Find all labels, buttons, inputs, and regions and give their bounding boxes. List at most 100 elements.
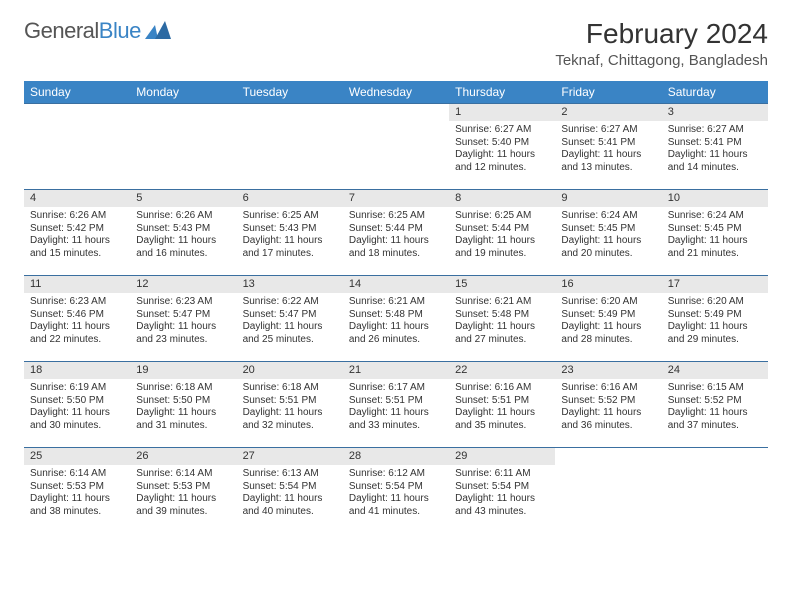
- sunrise-line: Sunrise: 6:25 AM: [455, 210, 549, 223]
- date-number: [237, 104, 343, 121]
- sunset-line: Sunset: 5:45 PM: [668, 223, 762, 236]
- calendar-cell: 22Sunrise: 6:16 AMSunset: 5:51 PMDayligh…: [449, 361, 555, 447]
- cell-body: Sunrise: 6:14 AMSunset: 5:53 PMDaylight:…: [24, 465, 130, 524]
- cell-body: Sunrise: 6:27 AMSunset: 5:41 PMDaylight:…: [555, 121, 661, 180]
- calendar-cell: 21Sunrise: 6:17 AMSunset: 5:51 PMDayligh…: [343, 361, 449, 447]
- date-number: 19: [130, 362, 236, 379]
- cell-body: [130, 121, 236, 130]
- sunrise-line: Sunrise: 6:14 AM: [136, 468, 230, 481]
- calendar-cell: 24Sunrise: 6:15 AMSunset: 5:52 PMDayligh…: [662, 361, 768, 447]
- daylight-line: Daylight: 11 hours and 37 minutes.: [668, 407, 762, 432]
- sunset-line: Sunset: 5:53 PM: [136, 481, 230, 494]
- cell-body: Sunrise: 6:26 AMSunset: 5:43 PMDaylight:…: [130, 207, 236, 266]
- page-subtitle: Teknaf, Chittagong, Bangladesh: [555, 52, 768, 69]
- cell-body: Sunrise: 6:20 AMSunset: 5:49 PMDaylight:…: [662, 293, 768, 352]
- daylight-line: Daylight: 11 hours and 13 minutes.: [561, 149, 655, 174]
- sunset-line: Sunset: 5:54 PM: [243, 481, 337, 494]
- date-number: 7: [343, 190, 449, 207]
- cell-body: Sunrise: 6:25 AMSunset: 5:43 PMDaylight:…: [237, 207, 343, 266]
- daylight-line: Daylight: 11 hours and 18 minutes.: [349, 235, 443, 260]
- sunrise-line: Sunrise: 6:23 AM: [30, 296, 124, 309]
- daylight-line: Daylight: 11 hours and 29 minutes.: [668, 321, 762, 346]
- calendar-cell: 27Sunrise: 6:13 AMSunset: 5:54 PMDayligh…: [237, 447, 343, 533]
- daylight-line: Daylight: 11 hours and 21 minutes.: [668, 235, 762, 260]
- sunrise-line: Sunrise: 6:24 AM: [668, 210, 762, 223]
- calendar-cell: 26Sunrise: 6:14 AMSunset: 5:53 PMDayligh…: [130, 447, 236, 533]
- sunrise-line: Sunrise: 6:11 AM: [455, 468, 549, 481]
- calendar-cell: 3Sunrise: 6:27 AMSunset: 5:41 PMDaylight…: [662, 103, 768, 189]
- cell-body: Sunrise: 6:24 AMSunset: 5:45 PMDaylight:…: [662, 207, 768, 266]
- calendar-cell: 14Sunrise: 6:21 AMSunset: 5:48 PMDayligh…: [343, 275, 449, 361]
- cell-body: Sunrise: 6:15 AMSunset: 5:52 PMDaylight:…: [662, 379, 768, 438]
- cell-body: Sunrise: 6:12 AMSunset: 5:54 PMDaylight:…: [343, 465, 449, 524]
- daylight-line: Daylight: 11 hours and 22 minutes.: [30, 321, 124, 346]
- calendar-cell: 19Sunrise: 6:18 AMSunset: 5:50 PMDayligh…: [130, 361, 236, 447]
- calendar-cell: 9Sunrise: 6:24 AMSunset: 5:45 PMDaylight…: [555, 189, 661, 275]
- date-number: 2: [555, 104, 661, 121]
- sunset-line: Sunset: 5:52 PM: [668, 395, 762, 408]
- date-number: 15: [449, 276, 555, 293]
- sunrise-line: Sunrise: 6:21 AM: [455, 296, 549, 309]
- sunrise-line: Sunrise: 6:18 AM: [136, 382, 230, 395]
- daylight-line: Daylight: 11 hours and 23 minutes.: [136, 321, 230, 346]
- calendar-cell: 11Sunrise: 6:23 AMSunset: 5:46 PMDayligh…: [24, 275, 130, 361]
- sunrise-line: Sunrise: 6:27 AM: [668, 124, 762, 137]
- daylight-line: Daylight: 11 hours and 30 minutes.: [30, 407, 124, 432]
- cell-body: Sunrise: 6:14 AMSunset: 5:53 PMDaylight:…: [130, 465, 236, 524]
- dow-cell: Monday: [130, 81, 236, 103]
- title-block: February 2024 Teknaf, Chittagong, Bangla…: [555, 18, 768, 69]
- calendar-cell: 6Sunrise: 6:25 AMSunset: 5:43 PMDaylight…: [237, 189, 343, 275]
- calendar-cell: 18Sunrise: 6:19 AMSunset: 5:50 PMDayligh…: [24, 361, 130, 447]
- calendar-cell: 15Sunrise: 6:21 AMSunset: 5:48 PMDayligh…: [449, 275, 555, 361]
- calendar-cell: 7Sunrise: 6:25 AMSunset: 5:44 PMDaylight…: [343, 189, 449, 275]
- sunset-line: Sunset: 5:40 PM: [455, 137, 549, 150]
- calendar-cell: 8Sunrise: 6:25 AMSunset: 5:44 PMDaylight…: [449, 189, 555, 275]
- date-number: 21: [343, 362, 449, 379]
- daylight-line: Daylight: 11 hours and 38 minutes.: [30, 493, 124, 518]
- date-number: 10: [662, 190, 768, 207]
- dow-cell: Friday: [555, 81, 661, 103]
- calendar-cell: [237, 103, 343, 189]
- date-number: 18: [24, 362, 130, 379]
- date-number: 16: [555, 276, 661, 293]
- daylight-line: Daylight: 11 hours and 41 minutes.: [349, 493, 443, 518]
- date-number: 11: [24, 276, 130, 293]
- sunset-line: Sunset: 5:54 PM: [349, 481, 443, 494]
- cell-body: Sunrise: 6:27 AMSunset: 5:41 PMDaylight:…: [662, 121, 768, 180]
- cell-body: Sunrise: 6:18 AMSunset: 5:50 PMDaylight:…: [130, 379, 236, 438]
- calendar-cell: 1Sunrise: 6:27 AMSunset: 5:40 PMDaylight…: [449, 103, 555, 189]
- cell-body: [343, 121, 449, 130]
- cell-body: Sunrise: 6:16 AMSunset: 5:51 PMDaylight:…: [449, 379, 555, 438]
- calendar-cell: [130, 103, 236, 189]
- sunset-line: Sunset: 5:53 PM: [30, 481, 124, 494]
- sunset-line: Sunset: 5:44 PM: [455, 223, 549, 236]
- date-number: [130, 104, 236, 121]
- date-number: [662, 448, 768, 465]
- date-number: 20: [237, 362, 343, 379]
- calendar-cell: 5Sunrise: 6:26 AMSunset: 5:43 PMDaylight…: [130, 189, 236, 275]
- sunrise-line: Sunrise: 6:18 AM: [243, 382, 337, 395]
- cell-body: Sunrise: 6:25 AMSunset: 5:44 PMDaylight:…: [343, 207, 449, 266]
- date-number: 6: [237, 190, 343, 207]
- sunset-line: Sunset: 5:49 PM: [561, 309, 655, 322]
- sunrise-line: Sunrise: 6:27 AM: [561, 124, 655, 137]
- cell-body: Sunrise: 6:23 AMSunset: 5:46 PMDaylight:…: [24, 293, 130, 352]
- daylight-line: Daylight: 11 hours and 16 minutes.: [136, 235, 230, 260]
- cell-body: Sunrise: 6:22 AMSunset: 5:47 PMDaylight:…: [237, 293, 343, 352]
- calendar-cell: 4Sunrise: 6:26 AMSunset: 5:42 PMDaylight…: [24, 189, 130, 275]
- cell-body: Sunrise: 6:11 AMSunset: 5:54 PMDaylight:…: [449, 465, 555, 524]
- sunrise-line: Sunrise: 6:20 AM: [561, 296, 655, 309]
- sunset-line: Sunset: 5:49 PM: [668, 309, 762, 322]
- date-number: 3: [662, 104, 768, 121]
- daylight-line: Daylight: 11 hours and 27 minutes.: [455, 321, 549, 346]
- date-number: 14: [343, 276, 449, 293]
- cell-body: Sunrise: 6:23 AMSunset: 5:47 PMDaylight:…: [130, 293, 236, 352]
- sunrise-line: Sunrise: 6:24 AM: [561, 210, 655, 223]
- date-number: 26: [130, 448, 236, 465]
- daylight-line: Daylight: 11 hours and 19 minutes.: [455, 235, 549, 260]
- date-number: 28: [343, 448, 449, 465]
- cell-body: [555, 465, 661, 474]
- calendar-cell: 13Sunrise: 6:22 AMSunset: 5:47 PMDayligh…: [237, 275, 343, 361]
- calendar-cell: 17Sunrise: 6:20 AMSunset: 5:49 PMDayligh…: [662, 275, 768, 361]
- daylight-line: Daylight: 11 hours and 26 minutes.: [349, 321, 443, 346]
